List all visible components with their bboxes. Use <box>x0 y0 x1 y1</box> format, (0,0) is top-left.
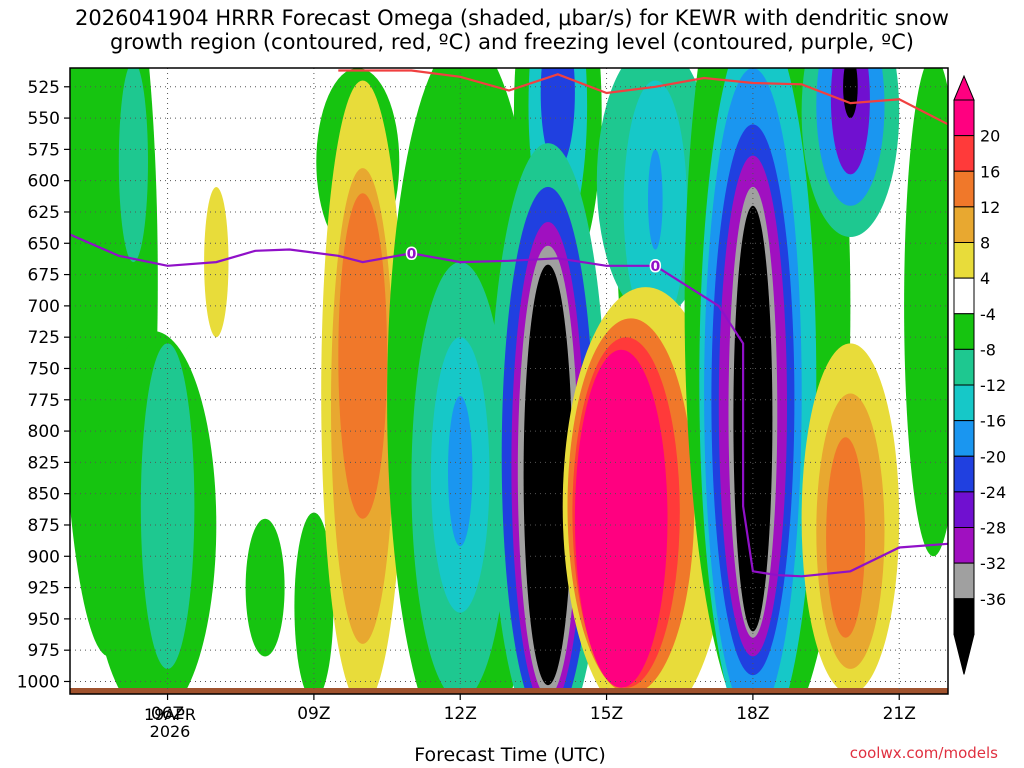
y-tick-label: 800 <box>28 422 60 442</box>
colorbar-bin <box>953 491 975 528</box>
y-tick-label: 650 <box>28 234 60 254</box>
colorbar: 20 16 12 8 4 -4 -8 -12 -16 -20 -24 -28 -32 -36 <box>953 74 1006 675</box>
colorbar-label: 20 <box>980 127 1000 146</box>
x-tick-label: 12Z <box>444 704 477 724</box>
colorbar-bin <box>953 527 975 564</box>
colorbar-label: -12 <box>980 376 1006 395</box>
colorbar-label: -8 <box>980 340 996 359</box>
omega-cell-44 <box>826 437 866 638</box>
colorbar-label: -28 <box>980 519 1006 538</box>
colorbar-label: 16 <box>980 162 1000 181</box>
y-tick-label: 875 <box>28 516 60 536</box>
colorbar-bin <box>953 420 975 457</box>
y-tick-label: 900 <box>28 547 60 567</box>
y-tick-label: 725 <box>28 328 60 348</box>
credit-link[interactable]: coolwx.com/models <box>849 744 998 762</box>
omega-cell-17 <box>540 68 575 169</box>
omega-cell-14 <box>448 396 473 547</box>
colorbar-bin <box>953 313 975 350</box>
contour-lines: 00 <box>70 69 948 578</box>
omega-cell-3 <box>140 343 195 669</box>
pressure-axis: 525 550 575 600 625 650 675 700 725 750 775 800 825 8… <box>17 78 70 692</box>
colorbar-bin <box>953 206 975 243</box>
omega-cell-26 <box>648 149 663 250</box>
y-tick-label: 625 <box>28 203 60 223</box>
colorbar-label: -36 <box>980 590 1006 609</box>
omega-shading <box>70 68 948 694</box>
colorbar-bin <box>953 598 975 635</box>
omega-cell-10 <box>338 193 388 519</box>
y-tick-label: 850 <box>28 485 60 505</box>
omega-cell-23 <box>523 264 573 686</box>
colorbar-bin <box>953 242 975 279</box>
colorbar-bottom-arrow <box>953 633 975 675</box>
colorbar-label: -4 <box>980 305 996 324</box>
colorbar-bin <box>953 170 975 208</box>
freezing-level-label: 0 <box>650 259 660 275</box>
colorbar-label: -32 <box>980 554 1006 573</box>
x-tick-label: 21Z <box>883 704 916 724</box>
y-tick-label: 575 <box>28 140 60 160</box>
date-label: 19APR 2026 <box>130 706 210 740</box>
colorbar-bin <box>953 277 975 315</box>
dgz-contour-line <box>338 69 948 126</box>
terrain-strip <box>70 688 948 694</box>
colorbar-label: 4 <box>980 269 990 288</box>
colorbar-bin <box>953 455 975 493</box>
y-tick-label: 600 <box>28 172 60 192</box>
y-tick-label: 1000 <box>17 672 60 692</box>
colorbar-label: 12 <box>980 198 1000 217</box>
omega-cell-1 <box>118 68 148 263</box>
colorbar-bin <box>953 348 975 386</box>
y-tick-label: 750 <box>28 359 60 379</box>
x-axis-title: Forecast Time (UTC) <box>414 744 606 766</box>
omega-cell-45 <box>904 68 948 557</box>
freezing-level-label: 0 <box>407 246 417 262</box>
x-tick-label: 15Z <box>590 704 623 724</box>
x-tick-label: 18Z <box>736 704 769 724</box>
colorbar-bin <box>953 99 975 137</box>
colorbar-label: -16 <box>980 412 1006 431</box>
chart-title: 2026041904 HRRR Forecast Omega (shaded, … <box>75 6 949 54</box>
time-axis: 06Z 09Z 12Z 15Z 18Z 21Z <box>151 694 916 724</box>
colorbar-label: -24 <box>980 483 1006 502</box>
y-tick-label: 700 <box>28 297 60 317</box>
y-tick-label: 550 <box>28 109 60 129</box>
date-label-day: 19APR <box>143 705 197 724</box>
colorbar-label: 8 <box>980 234 990 253</box>
omega-cell-40 <box>830 68 870 175</box>
colorbar-top-arrow <box>953 74 975 101</box>
colorbar-label: -20 <box>980 447 1006 466</box>
omega-cell-30 <box>574 349 668 688</box>
y-tick-label: 825 <box>28 453 60 473</box>
x-tick-label: 09Z <box>297 704 330 724</box>
plot-frame <box>69 67 949 695</box>
omega-cell-41 <box>843 68 858 119</box>
y-tick-label: 775 <box>28 391 60 411</box>
date-label-year: 2026 <box>149 722 191 741</box>
x-tick-label: 06Z <box>151 704 184 724</box>
freezing-level-line <box>70 233 948 578</box>
y-tick-label: 975 <box>28 641 60 661</box>
y-tick-label: 525 <box>28 78 60 98</box>
colorbar-bin <box>953 135 975 172</box>
y-tick-label: 925 <box>28 579 60 599</box>
y-tick-label: 950 <box>28 610 60 630</box>
colorbar-bin <box>953 562 975 600</box>
colorbar-bin <box>953 384 975 422</box>
y-tick-label: 675 <box>28 266 60 286</box>
